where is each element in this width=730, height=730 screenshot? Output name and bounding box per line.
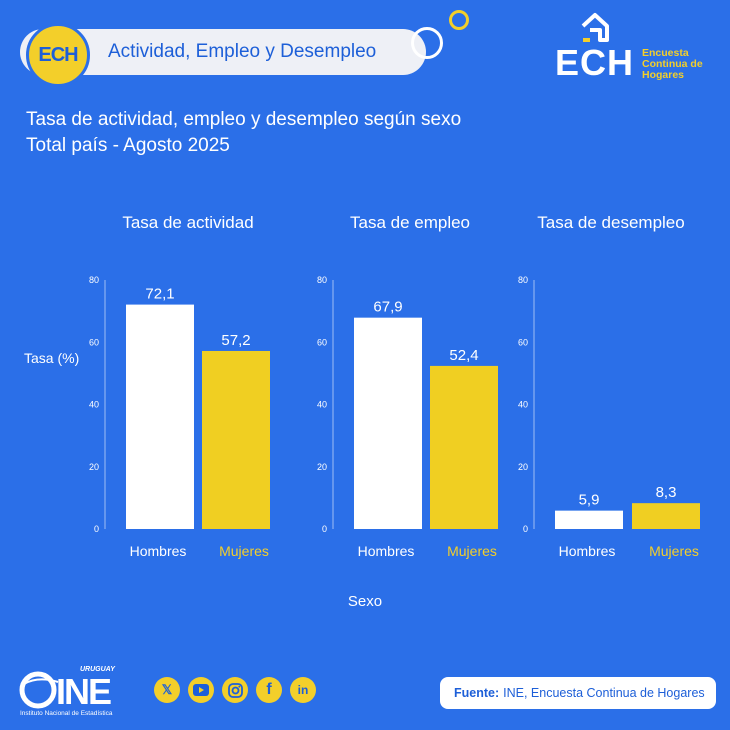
decorative-ring-small [449,10,469,30]
category-label: Hombres [559,543,616,559]
ine-logo-subtitle: Instituto Nacional de Estadística [20,710,113,717]
category-label: Mujeres [219,543,269,559]
y-tick-label: 20 [518,462,528,472]
y-tick-label: 40 [518,400,528,410]
header-title: Actividad, Empleo y Desempleo [108,41,377,62]
y-axis-label: Tasa (%) [24,350,80,366]
decorative-ring [411,27,443,59]
data-label: 8,3 [656,484,677,501]
ech-logo: ECH [555,42,635,83]
source-note: Fuente: INE, Encuesta Continua de Hogare… [440,677,716,709]
instagram-icon[interactable] [222,677,248,703]
y-tick-label: 80 [317,275,327,285]
bar-hombres [354,317,422,529]
category-label: Mujeres [447,543,497,559]
ine-logo-country: URUGUAY [80,666,116,673]
panel-title-desempleo: Tasa de desempleo [537,213,685,232]
y-tick-label: 60 [89,337,99,347]
ech-badge: ECH [26,23,90,87]
category-label: Hombres [358,543,415,559]
youtube-icon[interactable] [188,677,214,703]
house-icon [581,13,609,42]
data-label: 72,1 [145,286,174,303]
source-label: Fuente: [454,686,500,700]
bar-hombres [126,304,194,529]
bar-hombres [555,510,623,529]
data-label: 52,4 [449,347,478,364]
y-tick-label: 40 [89,400,99,410]
header-pill: ECH Actividad, Empleo y Desempleo [20,23,426,87]
facebook-icon[interactable]: f [256,677,282,703]
ine-logo: URUGUAY INE Instituto Nacional de Estadí… [19,666,116,717]
y-tick-label: 80 [89,275,99,285]
heading-line-1: Tasa de actividad, empleo y desempleo se… [26,109,462,130]
data-label: 57,2 [221,332,250,349]
ech-logo-subtitle: Encuesta Continua de Hogares [642,47,703,81]
y-tick-label: 0 [523,524,528,534]
category-label: Mujeres [649,543,699,559]
y-tick-label: 0 [322,524,327,534]
y-tick-label: 40 [317,400,327,410]
y-tick-label: 60 [518,337,528,347]
y-tick-label: 80 [518,275,528,285]
bar-mujeres [430,365,498,529]
bar-mujeres [202,350,270,529]
bar-mujeres [632,503,700,529]
source-text: INE, Encuesta Continua de Hogares [503,686,705,700]
x-icon[interactable]: 𝕏 [154,677,180,703]
y-tick-label: 60 [317,337,327,347]
x-axis-label: Sexo [347,593,383,610]
heading-line-2: Total país - Agosto 2025 [26,135,230,156]
ine-logo-text: INE [56,671,111,712]
y-tick-label: 20 [89,462,99,472]
chart-heading: Tasa de actividad, empleo y desempleo se… [26,107,461,159]
panel-title-empleo: Tasa de empleo [349,213,471,232]
panel-title-actividad: Tasa de actividad [122,213,254,232]
y-tick-label: 0 [94,524,99,534]
linkedin-icon[interactable]: in [290,677,316,703]
category-label: Hombres [130,543,187,559]
data-label: 67,9 [373,299,402,316]
y-tick-label: 20 [317,462,327,472]
data-label: 5,9 [579,492,600,509]
